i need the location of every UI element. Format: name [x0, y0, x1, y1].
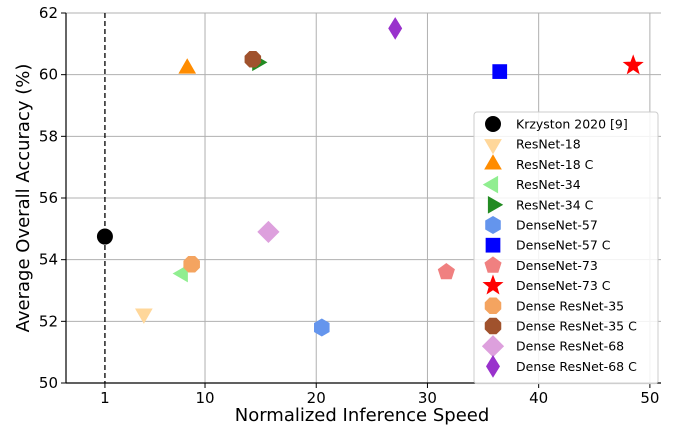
legend-marker-dense-resnet-35 [484, 297, 502, 315]
legend: Krzyston 2020 [9] ResNet-18 ResNet-18 C Res… [473, 111, 659, 385]
legend-label-densenet-57-c: DenseNet-57 C [516, 238, 611, 253]
legend-label-dense-resnet-68-c: Dense ResNet-68 C [516, 359, 637, 374]
legend-marker-resnet-34-c [487, 195, 504, 214]
x-tick-label: 10 [195, 389, 214, 407]
point-densenet-73-c [622, 54, 644, 75]
point-densenet-57 [314, 318, 330, 337]
point-resnet-18-c [178, 58, 197, 74]
legend-label-resnet-18-c: ResNet-18 C [516, 157, 594, 172]
tick-labels: 1 10 20 30 40 50 50 52 54 56 58 60 62 [39, 4, 660, 407]
y-tick-label: 54 [39, 251, 58, 269]
legend-label-resnet-34: ResNet-34 [516, 177, 581, 192]
point-densenet-73 [437, 262, 455, 280]
point-dense-resnet-68 [257, 220, 280, 244]
x-axis-label: Normalized Inference Speed [235, 405, 490, 426]
legend-box [473, 111, 659, 385]
y-tick-label: 50 [39, 374, 58, 392]
legend-label-resnet-18: ResNet-18 [516, 137, 581, 152]
point-krzyston-2020-9 [96, 228, 113, 245]
point-dense-resnet-35-c [244, 50, 262, 68]
y-tick-label: 60 [39, 66, 58, 84]
legend-label-dense-resnet-35-c: Dense ResNet-35 C [516, 319, 637, 334]
legend-marker-resnet-18-c [484, 154, 502, 170]
legend-marker-densenet-57-c [485, 237, 501, 253]
legend-marker-resnet-34 [482, 175, 499, 194]
x-tick-label: 20 [307, 389, 326, 407]
legend-marker-dense-resnet-68-c [486, 355, 500, 378]
y-tick-label: 52 [39, 312, 58, 330]
point-resnet-18 [135, 308, 153, 324]
legend-label-dense-resnet-35: Dense ResNet-35 [516, 298, 624, 313]
legend-marker-dense-resnet-35-c [484, 317, 502, 335]
data-points [96, 17, 644, 337]
point-densenet-57-c [492, 64, 508, 79]
legend-marker-densenet-57 [485, 216, 501, 234]
legend-marker-resnet-18 [484, 139, 502, 155]
point-dense-resnet-68-c [388, 17, 403, 40]
point-dense-resnet-35 [183, 256, 200, 273]
legend-label-densenet-57: DenseNet-57 [516, 218, 598, 233]
legend-marker-krzyston-2020-9 [485, 116, 501, 132]
legend-label-dense-resnet-68: Dense ResNet-68 [516, 339, 624, 354]
x-tick-label: 30 [418, 389, 437, 407]
legend-label-densenet-73-c: DenseNet-73 C [516, 278, 611, 293]
y-tick-label: 56 [39, 189, 58, 207]
y-tick-label: 62 [39, 4, 58, 22]
x-tick-label: 40 [529, 389, 548, 407]
y-axis-label: Average Overall Accuracy (%) [13, 64, 34, 333]
legend-label-krzyston-2020-9: Krzyston 2020 [9] [516, 117, 628, 132]
legend-marker-densenet-73-c [482, 274, 504, 295]
legend-marker-densenet-73 [484, 256, 502, 273]
legend-label-densenet-73: DenseNet-73 [516, 258, 598, 273]
point-resnet-34 [172, 264, 188, 283]
y-tick-label: 58 [39, 127, 58, 145]
x-tick-label: 50 [640, 389, 659, 407]
legend-label-resnet-34-c: ResNet-34 C [516, 197, 594, 212]
x-tick-label: 1 [100, 389, 110, 407]
